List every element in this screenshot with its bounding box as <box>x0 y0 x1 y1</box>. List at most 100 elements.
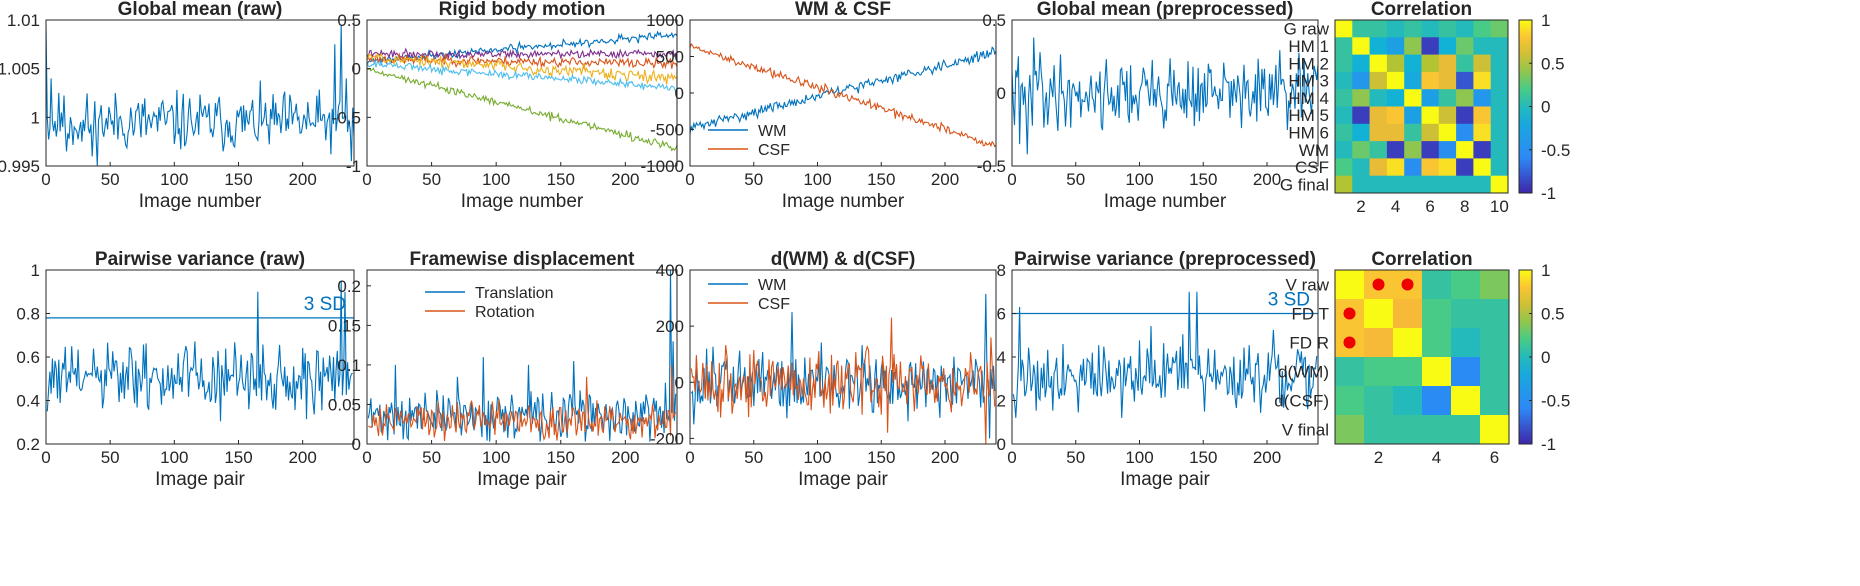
x-tick-label: 50 <box>101 170 120 189</box>
x-axis-label: Image number <box>139 191 262 212</box>
heatmap-cell <box>1422 270 1452 300</box>
heatmap-cell <box>1335 270 1365 300</box>
x-tick-label: 100 <box>482 448 510 467</box>
x-tick-label: 2 <box>1356 197 1365 216</box>
heatmap-cell <box>1421 141 1440 159</box>
legend-label: WM <box>758 123 786 140</box>
heatmap-cell <box>1438 106 1457 125</box>
y-tick-label: 0 <box>997 435 1006 454</box>
heatmap-cell <box>1451 299 1481 329</box>
axes-box <box>45 19 355 167</box>
heatmap-cell <box>1473 175 1492 194</box>
panel-p9: 3 SD 0 50 100 150 200 0 2 4 6 8 Pairwise variance (… <box>997 249 1319 490</box>
y-tick-label: -1 <box>346 157 361 176</box>
x-tick-label: 150 <box>224 448 252 467</box>
x-tick-label: 100 <box>1125 170 1153 189</box>
heatmap-cell <box>1473 106 1492 125</box>
heatmap-cell <box>1490 89 1509 107</box>
x-tick-label: 150 <box>547 448 575 467</box>
heatmap-cell <box>1364 386 1394 416</box>
heatmap-cell <box>1404 106 1422 125</box>
x-tick-label: 100 <box>803 448 831 467</box>
legend-label: Translation <box>475 285 554 302</box>
heatmap-cell <box>1456 106 1474 125</box>
heatmap-cell <box>1369 123 1388 142</box>
x-axis-label: Image pair <box>477 469 567 490</box>
heatmap-cell <box>1456 20 1474 38</box>
row-label: d(WM) <box>1278 363 1329 382</box>
row-label: G raw <box>1284 20 1330 39</box>
heatmap-cell <box>1335 357 1365 387</box>
heatmap-cell <box>1421 71 1440 90</box>
x-tick-label: 150 <box>1189 170 1217 189</box>
heatmap-cell <box>1386 106 1405 125</box>
x-axis-label: Image number <box>1104 191 1227 212</box>
x-tick-label: 50 <box>101 448 120 467</box>
heatmap-cell <box>1364 328 1394 358</box>
heatmap-cell <box>1386 89 1405 107</box>
heatmap-cell <box>1393 357 1423 387</box>
heatmap-cell <box>1456 175 1474 194</box>
axes-box <box>689 269 997 445</box>
axes-box <box>366 269 678 445</box>
x-tick-label: 200 <box>288 448 316 467</box>
heatmap-cell <box>1369 106 1388 125</box>
heatmap-cell <box>1451 386 1481 416</box>
axes-box <box>366 19 678 167</box>
heatmap-cell <box>1335 386 1365 416</box>
panel-title: Pairwise variance (raw) <box>95 249 305 270</box>
heatmap-cell <box>1421 37 1440 56</box>
significance-marker <box>1401 278 1414 291</box>
heatmap-cell <box>1438 20 1457 38</box>
heatmap-cell <box>1386 175 1405 194</box>
colorbar-label: 1 <box>1541 11 1550 30</box>
colorbar-label: -0.5 <box>1541 392 1570 411</box>
heatmap-cell <box>1335 415 1365 445</box>
row-label: HM 1 <box>1288 37 1329 56</box>
panel-p2: 0 50 100 150 200 -1 -0.5 0 0.5 Rigid body motion I… <box>332 0 678 212</box>
heatmap-cell <box>1404 158 1422 177</box>
x-tick-label: 100 <box>160 170 188 189</box>
y-tick-label: 0 <box>997 84 1006 103</box>
series-line-csf <box>690 42 996 148</box>
heatmap-cell <box>1421 123 1440 142</box>
heatmap-cell <box>1490 106 1509 125</box>
x-tick-label: 10 <box>1490 197 1509 216</box>
row-label: HM 3 <box>1288 72 1329 91</box>
heatmap-cell <box>1352 141 1371 159</box>
colorbar-label: -0.5 <box>1541 141 1570 160</box>
heatmap-cell <box>1364 357 1394 387</box>
x-tick-label: 50 <box>422 448 441 467</box>
heatmap-cell <box>1352 106 1371 125</box>
panel-title: WM & CSF <box>795 0 891 20</box>
heatmap-cell <box>1335 175 1353 194</box>
x-tick-label: 150 <box>224 170 252 189</box>
y-tick-label: 1 <box>31 261 40 280</box>
heatmap-cell <box>1438 37 1457 56</box>
heatmap-cell <box>1364 415 1394 445</box>
x-tick-label: 150 <box>867 448 895 467</box>
x-tick-label: 0 <box>362 170 371 189</box>
plot-area <box>367 20 677 166</box>
x-axis-label: Image pair <box>155 469 245 490</box>
x-tick-label: 0 <box>1007 170 1016 189</box>
x-tick-label: 200 <box>288 170 316 189</box>
y-tick-label: 200 <box>656 317 684 336</box>
x-tick-label: 150 <box>867 170 895 189</box>
heatmap-cell <box>1473 37 1492 56</box>
heatmap-cell <box>1335 141 1353 159</box>
panel-title: Correlation <box>1371 249 1472 270</box>
heatmap-cell <box>1404 175 1422 194</box>
x-tick-label: 50 <box>1066 448 1085 467</box>
x-tick-label: 150 <box>1189 448 1217 467</box>
heatmap-cell <box>1364 299 1394 329</box>
heatmap-cell <box>1490 20 1509 38</box>
y-tick-label: -500 <box>650 121 684 140</box>
heatmap-cell <box>1422 328 1452 358</box>
x-tick-label: 150 <box>547 170 575 189</box>
heatmap-cell <box>1473 141 1492 159</box>
x-tick-label: 100 <box>803 170 831 189</box>
y-tick-label: 0.5 <box>982 11 1006 30</box>
heatmap-cell <box>1352 20 1371 38</box>
